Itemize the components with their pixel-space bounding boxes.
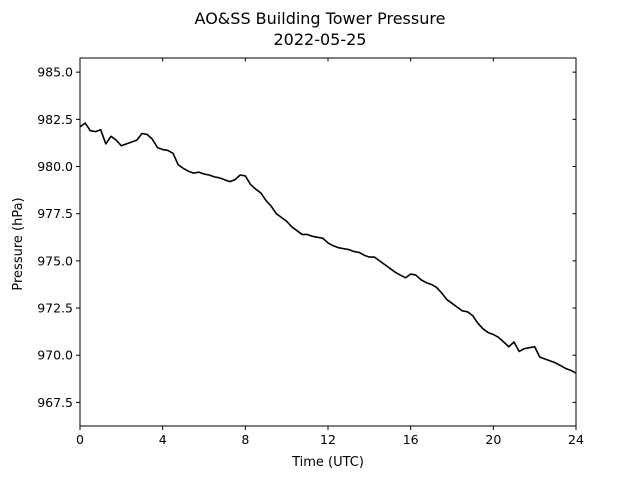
pressure-series-line (79, 122, 577, 374)
y-tick-label: 970.0 (37, 348, 73, 363)
y-tick-label: 972.5 (37, 301, 73, 316)
y-tick-label: 982.5 (37, 112, 73, 127)
x-tick-label: 24 (568, 432, 584, 447)
x-tick-label: 8 (241, 432, 249, 447)
chart-title: AO&SS Building Tower Pressure (195, 9, 446, 28)
y-tick-label: 977.5 (37, 206, 73, 221)
chart-subtitle: 2022-05-25 (274, 30, 367, 49)
x-axis-label: Time (UTC) (291, 455, 364, 470)
x-tick-label: 12 (320, 432, 336, 447)
x-tick-label: 20 (485, 432, 501, 447)
plot-area: 0 4 8 12 16 20 24 967.5 970.0 972.5 975.0 977.5 980.… (37, 57, 584, 447)
axes-frame (79, 57, 577, 427)
y-tick-label: 980.0 (37, 159, 73, 174)
y-tick-label: 985.0 (37, 65, 73, 80)
x-tick-label: 4 (159, 432, 167, 447)
y-axis-label: Pressure (hPa) (11, 197, 26, 290)
x-tick-label: 16 (403, 432, 419, 447)
x-tick-label: 0 (76, 432, 84, 447)
y-tick-label: 975.0 (37, 253, 73, 268)
y-tick-label: 967.5 (37, 395, 73, 410)
